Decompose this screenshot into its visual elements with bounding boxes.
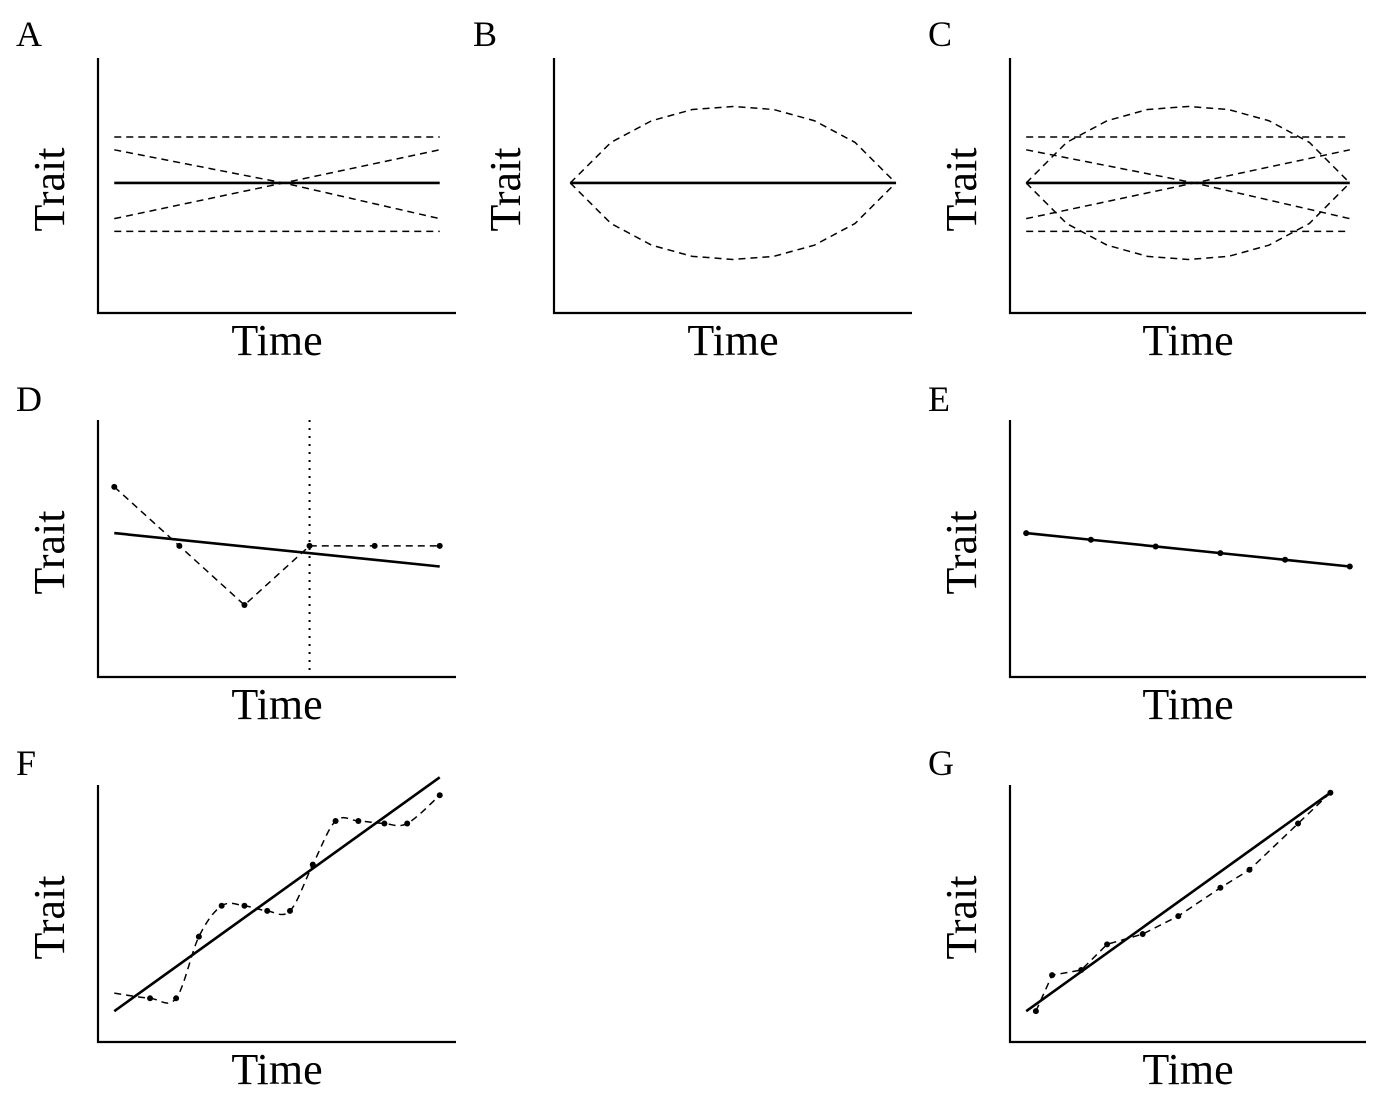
panel-e-letter: E: [928, 379, 950, 419]
panel-g-observed-point: [1246, 866, 1253, 873]
panel-f-observed-point: [309, 861, 316, 868]
panel-e-observed-point: [1346, 563, 1353, 570]
panel-f-observed-point: [381, 820, 388, 827]
panel-b-axes: [552, 58, 912, 315]
panel-d: D Time Trait: [16, 379, 456, 729]
panel-e-observed-point: [1282, 556, 1289, 563]
panel-g-x-axis-label: Time: [1142, 1045, 1233, 1094]
panel-d-observed-point: [241, 602, 248, 609]
panel-g-series-observed: [1035, 792, 1331, 1012]
panel-c: C Time Trait: [928, 14, 1366, 365]
panel-d-observed-point: [371, 542, 378, 549]
panel-e-observed-point: [1217, 550, 1224, 557]
panel-d-letter: D: [16, 379, 42, 419]
panel-f-observed-point: [404, 820, 411, 827]
panel-d-observed-point: [306, 542, 313, 549]
panel-d-axes: [96, 420, 456, 679]
panel-b-series-upper-envelope: [569, 105, 897, 184]
panel-c-series-lower-envelope: [1025, 182, 1351, 261]
panel-c-axes: [1008, 58, 1366, 315]
panel-d-x-axis-label: Time: [231, 680, 322, 729]
panel-a-series-converging-diverging-2: [114, 182, 440, 220]
panel-e: E Time Trait: [928, 379, 1366, 729]
panel-f-observed-point: [287, 907, 294, 914]
panel-g: G Time Trait: [928, 743, 1366, 1094]
panel-f-axes: [96, 785, 456, 1044]
panel-g-y-axis-label: Trait: [937, 876, 986, 960]
panel-b-x-axis-label: Time: [687, 316, 778, 365]
panel-a-series-converging-diverging-1: [114, 149, 440, 184]
panel-c-letter: C: [928, 14, 952, 54]
panel-g-observed-point: [1104, 941, 1111, 948]
panel-e-axes: [1008, 420, 1366, 679]
panel-g-series-regression: [1025, 791, 1332, 1013]
panel-g-observed-point: [1295, 820, 1302, 827]
panel-f-series-observed: [114, 794, 441, 1004]
panel-a-letter: A: [16, 14, 42, 54]
panel-e-observed-point: [1152, 543, 1159, 550]
panel-b-series-lower-envelope: [569, 182, 897, 261]
panel-c-series-converging-diverging-2: [1026, 182, 1350, 220]
panel-g-axes: [1008, 785, 1366, 1044]
panel-f-letter: F: [16, 743, 36, 783]
panel-g-observed-point: [1217, 884, 1224, 891]
panel-f-series-regression: [113, 776, 441, 1013]
panel-a-y-axis-label: Trait: [25, 148, 74, 232]
panel-f-observed-point: [264, 907, 271, 914]
panel-d-series-regression: [114, 531, 440, 568]
panel-e-y-axis-label: Trait: [937, 511, 986, 595]
panel-f-observed-point: [195, 933, 202, 940]
panel-c-x-axis-label: Time: [1142, 316, 1233, 365]
panel-e-observed-point: [1087, 536, 1094, 543]
panel-e-x-axis-label: Time: [1142, 680, 1233, 729]
panel-d-observed-point: [111, 483, 118, 490]
panel-b-y-axis-label: Trait: [481, 148, 530, 232]
panel-a-axes: [96, 58, 456, 315]
panel-g-observed-point: [1139, 931, 1146, 938]
panel-a-x-axis-label: Time: [231, 316, 322, 365]
panel-g-observed-point: [1327, 789, 1334, 796]
panel-d-observed-point: [436, 542, 443, 549]
panel-g-observed-point: [1032, 1008, 1039, 1015]
panel-c-series-upper-envelope: [1025, 105, 1351, 184]
panel-g-observed-point: [1078, 967, 1085, 974]
panel-e-observed-point: [1023, 530, 1030, 537]
panel-d-observed-point: [176, 542, 183, 549]
panel-f-x-axis-label: Time: [231, 1045, 322, 1094]
panel-a: A Time Trait: [16, 14, 456, 365]
panel-g-observed-point: [1175, 913, 1182, 920]
panel-c-series-converging-diverging-1: [1026, 149, 1350, 184]
panel-f-observed-point: [355, 817, 362, 824]
panel-f-observed-point: [436, 792, 443, 799]
panels-layer: A Time Trait B Time Trait C Time Trait D Time Trait…: [16, 14, 1366, 1094]
panel-f-observed-point: [218, 902, 225, 909]
panel-g-observed-point: [1049, 972, 1056, 979]
panel-f-observed-point: [332, 817, 339, 824]
panel-g-letter: G: [928, 743, 954, 783]
panel-f-observed-point: [241, 902, 248, 909]
panel-f-observed-point: [173, 995, 180, 1002]
panel-b: B Time Trait: [473, 14, 912, 365]
panel-d-series-observed: [113, 486, 440, 607]
panel-d-y-axis-label: Trait: [25, 511, 74, 595]
panel-f-observed-point: [147, 995, 154, 1002]
panel-f-y-axis-label: Trait: [25, 876, 74, 960]
panel-b-letter: B: [473, 14, 497, 54]
panel-f: F Time Trait: [16, 743, 456, 1094]
panel-c-y-axis-label: Trait: [937, 148, 986, 232]
panel-e-series-observed: [1026, 531, 1350, 568]
